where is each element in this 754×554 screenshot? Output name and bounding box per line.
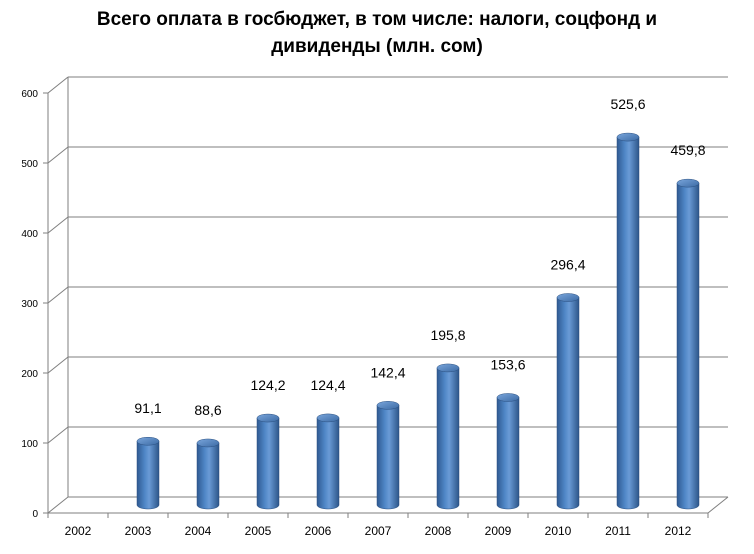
bar-cap bbox=[436, 363, 460, 373]
chart-title-line-1: Всего оплата в госбюджет, в том числе: н… bbox=[96, 9, 658, 30]
y-tick-label: 400 bbox=[21, 229, 38, 240]
bar bbox=[496, 393, 520, 510]
data-labels: 91,1 88,6 124,2 124,4 142,4 195,8 153,6 296,4 52… bbox=[134, 96, 705, 418]
gridline-depth bbox=[47, 146, 69, 164]
x-axis: 2002 2003 2004 2005 2006 2007 2008 2009 2010 2011… bbox=[47, 496, 729, 538]
bar-cap bbox=[376, 401, 400, 410]
bar-cap bbox=[616, 132, 640, 142]
y-tick-label: 500 bbox=[21, 159, 38, 170]
x-tick-label: 2007 bbox=[365, 524, 392, 538]
bar bbox=[196, 438, 220, 510]
bar-body bbox=[256, 417, 280, 510]
gridline-depth bbox=[47, 216, 69, 234]
gridline-depth bbox=[47, 496, 69, 514]
bar bbox=[616, 132, 640, 510]
bar bbox=[136, 436, 160, 510]
data-label: 195,8 bbox=[430, 327, 465, 343]
x-tick-label: 2011 bbox=[605, 524, 631, 538]
bar bbox=[376, 401, 400, 510]
y-axis: 0 100 200 300 400 500 600 bbox=[21, 89, 49, 520]
gridline-depth bbox=[47, 356, 69, 374]
data-label: 525,6 bbox=[610, 96, 645, 112]
x-tick-label: 2002 bbox=[65, 524, 92, 538]
data-label: 91,1 bbox=[134, 400, 161, 416]
bar bbox=[316, 413, 340, 510]
bar bbox=[556, 293, 580, 510]
bar-cap bbox=[316, 413, 340, 423]
gridline-depth bbox=[47, 426, 69, 444]
data-label: 459,8 bbox=[670, 142, 705, 158]
bar-body bbox=[196, 442, 220, 510]
y-tick-label: 0 bbox=[32, 509, 38, 520]
x-tick-label: 2010 bbox=[545, 524, 572, 538]
x-tick-label: 2003 bbox=[125, 524, 152, 538]
bar-cap bbox=[496, 393, 520, 402]
gridline-depth bbox=[47, 286, 69, 304]
y-tick-label: 600 bbox=[21, 89, 38, 100]
data-label: 296,4 bbox=[550, 257, 585, 273]
y-tick-label: 200 bbox=[21, 369, 38, 380]
bar-body bbox=[496, 397, 520, 510]
bar-body bbox=[436, 367, 460, 510]
bar-body bbox=[376, 405, 400, 510]
bar-body bbox=[556, 297, 580, 510]
bar-cap bbox=[256, 413, 280, 423]
data-label: 153,6 bbox=[490, 356, 525, 372]
bar bbox=[676, 178, 700, 510]
x-tick-label: 2005 bbox=[245, 524, 272, 538]
floor-edge bbox=[707, 496, 729, 514]
gridline-depth bbox=[47, 76, 69, 94]
chart-title: Всего оплата в госбюджет, в том числе: н… bbox=[0, 6, 754, 60]
bars bbox=[136, 132, 700, 510]
bar-body bbox=[136, 440, 160, 510]
bar-body bbox=[676, 182, 700, 510]
y-tick-label: 300 bbox=[21, 299, 38, 310]
data-label: 124,4 bbox=[310, 377, 345, 393]
bar bbox=[436, 363, 460, 510]
chart-title-line-2: дивиденды (млн. сом) bbox=[271, 36, 483, 57]
x-tick-label: 2009 bbox=[485, 524, 512, 538]
data-label: 124,2 bbox=[250, 377, 285, 393]
bar-cap bbox=[556, 293, 580, 302]
x-tick-label: 2004 bbox=[185, 524, 212, 538]
data-label: 88,6 bbox=[194, 402, 221, 418]
x-tick-label: 2012 bbox=[665, 524, 692, 538]
bar-body bbox=[316, 417, 340, 510]
x-tick-label: 2006 bbox=[305, 524, 332, 538]
bar bbox=[256, 413, 280, 510]
data-label: 142,4 bbox=[370, 364, 405, 380]
x-tick-label: 2008 bbox=[425, 524, 452, 538]
bar-body bbox=[616, 136, 640, 510]
bar-cap bbox=[136, 436, 160, 446]
bar-cap bbox=[196, 438, 220, 448]
y-tick-label: 100 bbox=[21, 439, 38, 450]
bar-cap bbox=[676, 178, 700, 188]
